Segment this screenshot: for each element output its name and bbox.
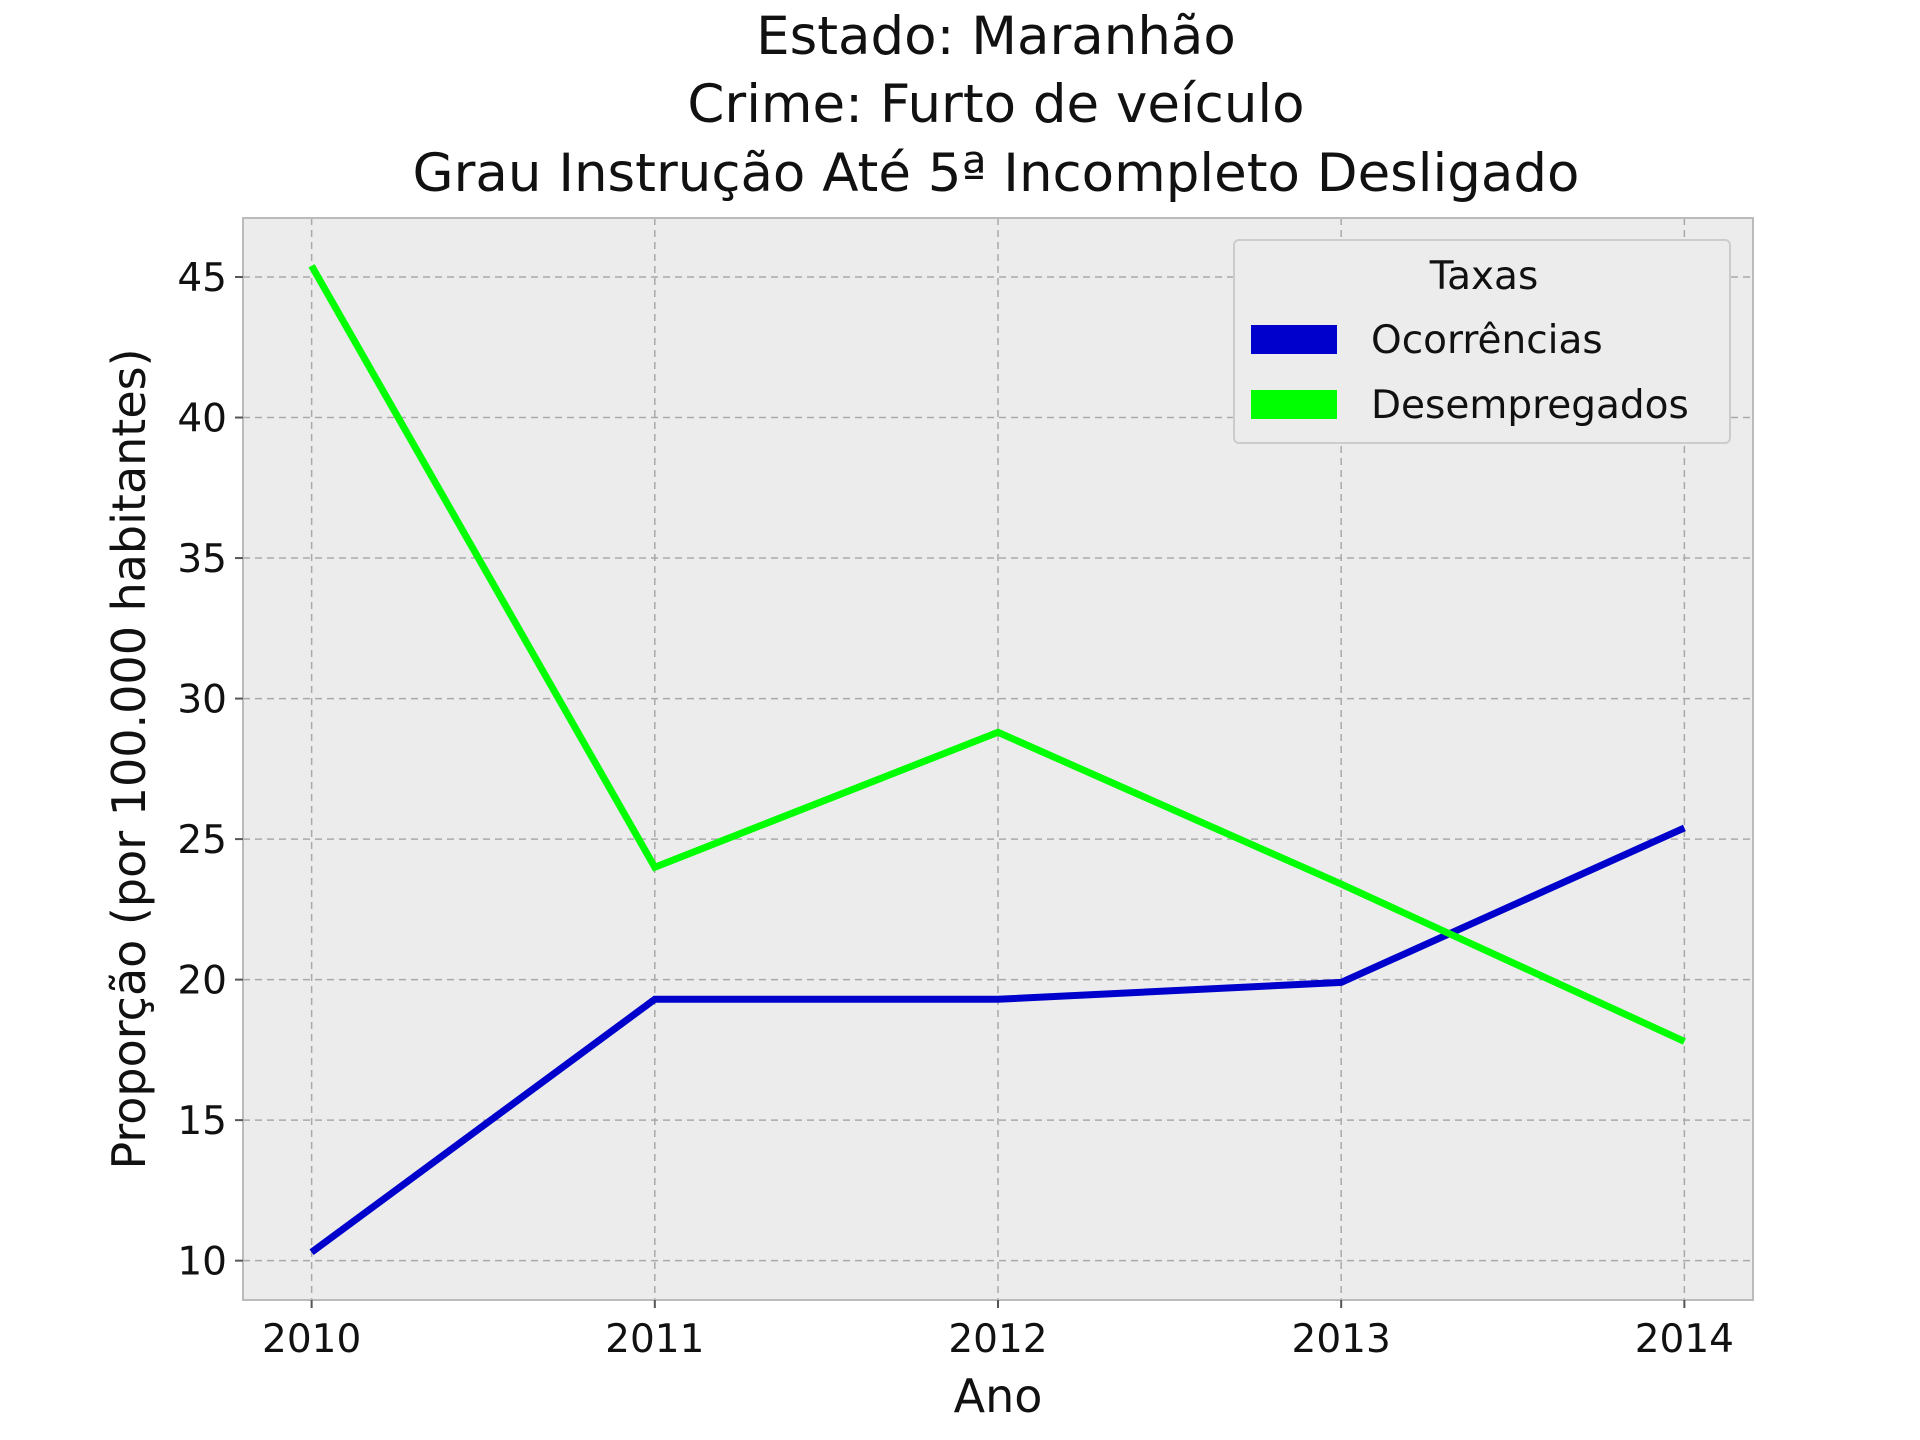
series-line-desempregados [308,264,1686,1045]
y-tick-label: 30 [177,678,227,723]
axis-ticks: 2010 2011 2012 2013 2014 10 15 20 25 30 35 40 45 [177,256,1734,1362]
y-tick-label: 40 [177,397,227,442]
legend-swatch-ocorrencias [1251,325,1337,354]
title-line-1: Estado: Maranhão [756,6,1236,67]
y-tick-label: 20 [177,959,227,1004]
y-tick-label: 25 [177,818,227,863]
series-line-ocorrencias [309,824,1686,1256]
legend-swatch-desempregados [1251,390,1337,419]
y-tick-label: 45 [177,256,227,301]
x-tick-label: 2010 [262,1317,361,1362]
legend-label-desempregados: Desempregados [1371,383,1689,428]
y-axis-label: Proporção (por 100.000 habitantes) [102,348,156,1169]
title-line-2: Crime: Furto de veículo [687,74,1304,135]
x-tick-label: 2013 [1292,1317,1391,1362]
legend-label-ocorrencias: Ocorrências [1371,318,1603,363]
y-tick-label: 35 [177,537,227,582]
x-axis-label: Ano [954,1369,1043,1423]
x-tick-label: 2012 [948,1317,1047,1362]
x-tick-label: 2014 [1635,1317,1734,1362]
legend-box [1233,239,1731,444]
legend-title: Taxas [1429,254,1539,299]
y-tick-label: 15 [177,1099,227,1144]
y-tick-label: 10 [177,1240,227,1285]
series-lines [308,264,1686,1256]
chart-title: Estado: Maranhão Crime: Furto de veículo… [413,6,1580,204]
x-tick-label: 2011 [605,1317,704,1362]
title-line-3: Grau Instrução Até 5ª Incompleto Desliga… [413,143,1580,204]
legend: Taxas Ocorrências Desempregados [1233,239,1731,444]
